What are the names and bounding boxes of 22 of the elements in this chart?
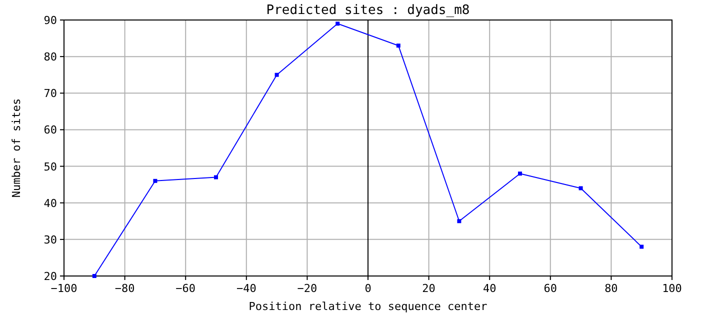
x-tick-label: 80 [604,282,618,295]
y-tick-label: 20 [44,270,57,283]
x-tick-label: 40 [482,282,496,295]
x-tick-label: −20 [297,282,318,295]
y-tick-label: 90 [44,14,57,27]
x-axis-title: Position relative to sequence center [248,300,488,313]
x-tick-label: 20 [422,282,436,295]
y-tick-label: 80 [44,50,57,64]
x-tick-label: −100 [50,282,78,295]
y-tick-label: 50 [44,160,57,174]
y-tick-label: 30 [44,233,57,246]
x-tick-label: 0 [364,282,372,295]
x-tick-label: 100 [662,282,682,295]
x-tick-label: −80 [114,282,135,295]
x-tick-label: −40 [236,282,256,295]
y-tick-label: 70 [44,87,57,100]
y-axis-title: Number of sites [10,98,23,198]
x-tick-label: −60 [176,282,196,295]
y-tick-label: 40 [44,196,57,210]
chart-title: Predicted sites : dyads_m8 [266,3,470,18]
y-tick-label: 60 [44,124,57,137]
x-tick-label: 60 [544,282,558,295]
